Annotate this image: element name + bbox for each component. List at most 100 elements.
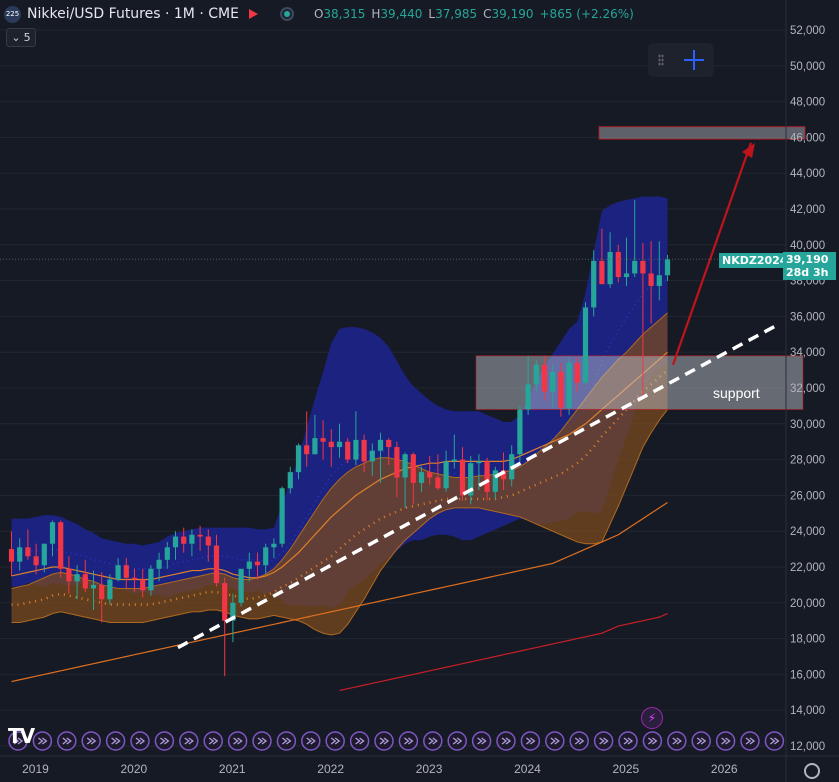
candle-body: [115, 565, 121, 580]
y-tick-label: 30,000: [790, 419, 825, 431]
target-zone[interactable]: [598, 126, 806, 140]
candle-body: [443, 461, 449, 489]
candle-body: [484, 461, 490, 492]
chevrons-right-icon: [233, 737, 243, 745]
open-label: O: [313, 7, 324, 21]
candle-body: [369, 450, 375, 462]
candle-body: [25, 547, 31, 557]
close-label: C: [483, 7, 492, 21]
candle-body: [156, 559, 162, 569]
candle-body: [656, 275, 662, 286]
y-tick-label: 36,000: [790, 311, 825, 323]
chevrons-right-icon: [696, 737, 707, 745]
chevrons-right-icon: [282, 737, 292, 745]
candle-body: [377, 439, 384, 451]
x-tick-label: 2020: [121, 762, 148, 776]
candle-body: [82, 574, 88, 589]
candle-body: [632, 260, 638, 274]
candle-body: [254, 561, 261, 566]
y-tick-label: 14,000: [790, 705, 825, 717]
chevrons-right-icon: [208, 737, 219, 745]
candle-body: [189, 534, 195, 544]
candle-body: [320, 438, 326, 442]
y-tick-label: 22,000: [790, 562, 825, 574]
y-tick-label: 24,000: [790, 526, 825, 538]
candle-body: [599, 260, 605, 285]
y-tick-label: 44,000: [790, 168, 825, 180]
candle-body: [640, 260, 646, 274]
x-tick-label: 2019: [22, 762, 49, 776]
support-trendline[interactable]: [177, 322, 781, 650]
y-tick-label: 20,000: [790, 598, 825, 610]
chevrons-right-icon: [550, 737, 560, 745]
chevrons-right-icon: [574, 737, 585, 745]
x-tick-label: 2022: [317, 762, 344, 776]
chevrons-right-icon: [477, 737, 487, 745]
candle-body: [181, 536, 187, 544]
chevrons-right-icon: [184, 737, 194, 745]
chevrons-right-icon: [38, 737, 48, 745]
candle-body: [435, 477, 441, 489]
chevrons-right-icon: [745, 737, 756, 745]
candle-body: [336, 441, 343, 448]
flag-icon[interactable]: [248, 9, 258, 19]
candle-body: [558, 371, 564, 408]
chevrons-right-icon: [160, 737, 170, 745]
candle-body: [172, 536, 179, 548]
market-status-icon[interactable]: [279, 7, 294, 21]
candle-body: [213, 545, 220, 584]
settings-icon[interactable]: [804, 763, 820, 779]
chevrons-right-icon: [404, 737, 414, 745]
candle-body: [591, 260, 597, 308]
candle-body: [615, 251, 621, 278]
last-price-value: 39,190: [786, 253, 829, 266]
crosshair-icon[interactable]: [684, 50, 704, 70]
candle-body: [361, 439, 367, 462]
candle-body: [574, 362, 580, 383]
candle-body: [517, 409, 523, 455]
candle-body: [582, 307, 589, 383]
nikkei-symbol-icon[interactable]: 225: [4, 5, 21, 23]
low-value: 37,985: [435, 7, 478, 21]
chevrons-right-icon: [111, 737, 121, 745]
candle-body: [500, 470, 507, 480]
chevrons-right-icon: [62, 737, 72, 745]
floating-toolbar[interactable]: [648, 43, 714, 77]
candle-body: [230, 602, 236, 621]
lightning-icon[interactable]: ⚡: [641, 707, 663, 729]
candle-body: [533, 364, 539, 385]
chevrons-right-icon: [306, 737, 316, 745]
candle-body: [8, 549, 15, 562]
candle-body: [451, 459, 457, 462]
orange-average-line: [11, 351, 668, 581]
candle-body: [541, 364, 548, 392]
candle-body: [131, 577, 138, 580]
chevrons-right-icon: [452, 737, 463, 745]
tradingview-logo[interactable]: TV: [8, 724, 35, 748]
target-arrow-line[interactable]: [671, 142, 753, 366]
drag-handle-icon[interactable]: [658, 54, 664, 66]
chevrons-right-icon: [623, 737, 634, 745]
candle-body: [550, 371, 556, 392]
candle-body: [205, 536, 211, 546]
candle-body: [525, 384, 531, 410]
chevrons-right-icon: [672, 737, 682, 745]
red-moving-average: [339, 612, 668, 692]
symbol-title[interactable]: Nikkei/USD Futures · 1M · CME: [27, 6, 239, 22]
candle-body: [459, 459, 466, 496]
chevrons-right-icon: [428, 737, 438, 745]
candle-body: [263, 547, 269, 566]
candle-body: [33, 556, 39, 566]
y-tick-label: 28,000: [790, 455, 825, 467]
candle-body: [468, 463, 474, 496]
candle-body: [271, 543, 277, 548]
candle-body: [148, 568, 154, 591]
y-tick-label: 42,000: [790, 204, 825, 216]
x-tick-label: 2026: [711, 762, 738, 776]
support-zone[interactable]: [475, 355, 804, 410]
y-tick-label: 32,000: [790, 383, 825, 395]
indicators-toggle-button[interactable]: ⌄ 5: [6, 28, 36, 47]
candle-body: [328, 441, 334, 448]
candle-body: [386, 439, 392, 448]
